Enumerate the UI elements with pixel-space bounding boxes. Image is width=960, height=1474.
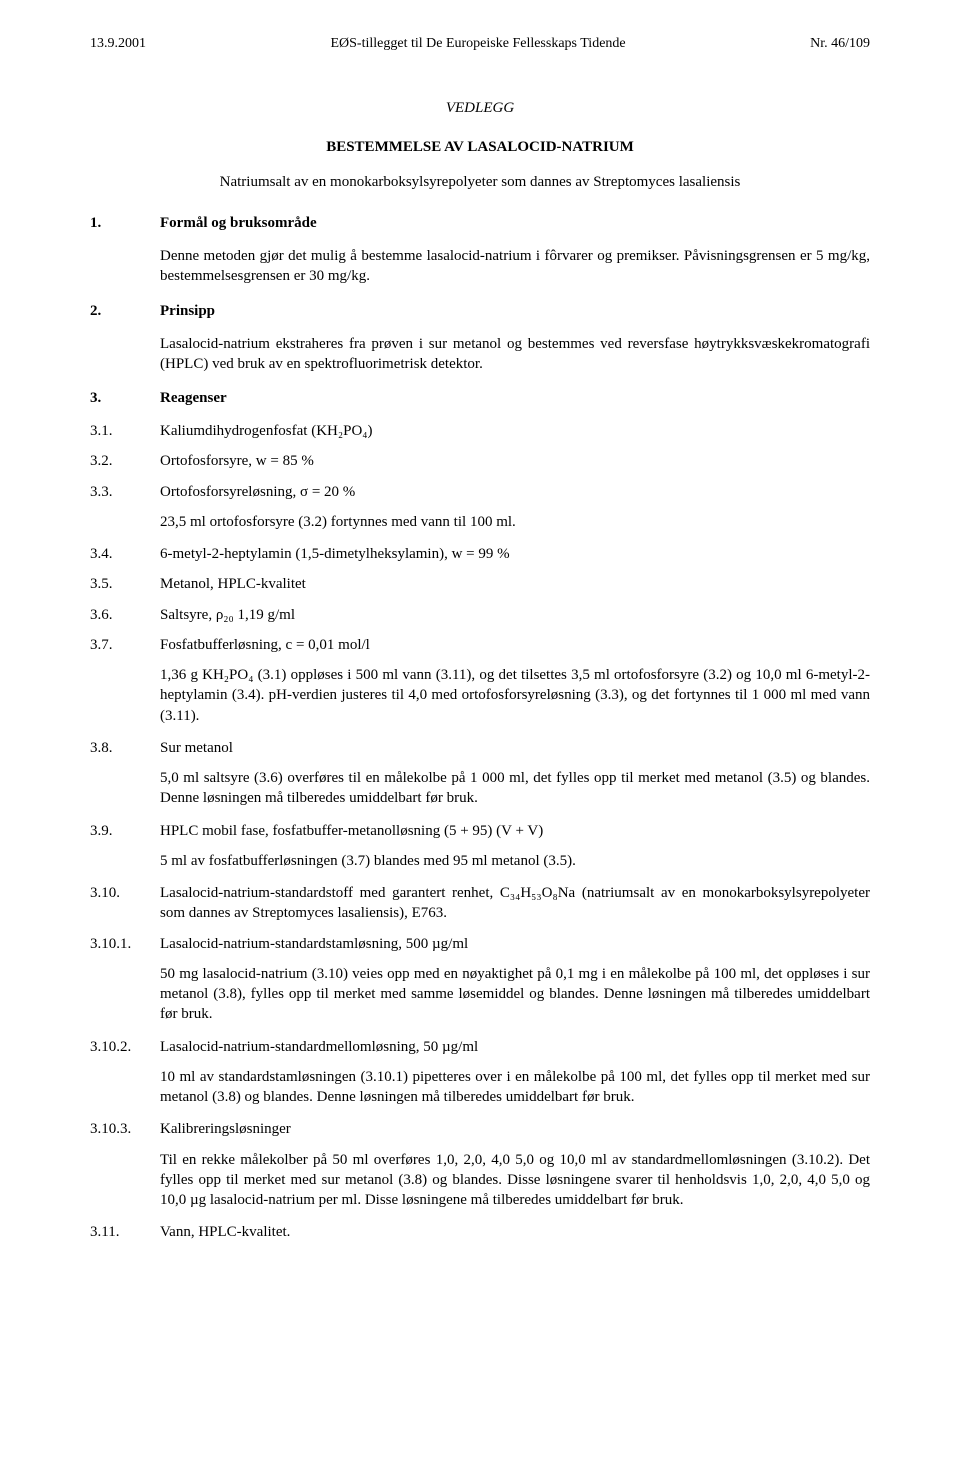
item-text: Kalibreringsløsninger	[160, 1119, 870, 1139]
item-number: 3.7.	[90, 635, 160, 655]
item-number: 3.11.	[90, 1222, 160, 1242]
item-number: 3.10.3.	[90, 1119, 160, 1139]
reagent-item: 3.8. Sur metanol	[90, 738, 870, 758]
section-number: 2.	[90, 303, 160, 320]
item-text: Lasalocid-natrium-standardstoff med gara…	[160, 883, 870, 924]
section-title: Prinsipp	[160, 303, 215, 320]
item-subtext: 1,36 g KH₂PO₄ (3.1) oppløses i 500 ml va…	[160, 665, 870, 726]
reagent-item: 3.10.1. Lasalocid-natrium-standardstamlø…	[90, 934, 870, 954]
reagent-item: 3.5. Metanol, HPLC-kvalitet	[90, 574, 870, 594]
item-text: Vann, HPLC-kvalitet.	[160, 1222, 870, 1242]
item-number: 3.9.	[90, 821, 160, 841]
section-number: 3.	[90, 390, 160, 407]
item-number: 3.1.	[90, 421, 160, 441]
reagent-item: 3.10. Lasalocid-natrium-standardstoff me…	[90, 883, 870, 924]
item-number: 3.10.1.	[90, 934, 160, 954]
document-subtitle: Natriumsalt av en monokarboksylsyrepolye…	[90, 174, 870, 191]
item-text: Fosfatbufferløsning, c = 0,01 mol/l	[160, 635, 870, 655]
item-subtext: 5,0 ml saltsyre (3.6) overføres til en m…	[160, 768, 870, 809]
reagent-item: 3.10.2. Lasalocid-natrium-standardmellom…	[90, 1037, 870, 1057]
item-subtext: 50 mg lasalocid-natrium (3.10) veies opp…	[160, 964, 870, 1025]
annex-label: VEDLEGG	[90, 100, 870, 117]
item-text: Lasalocid-natrium-standardmellomløsning,…	[160, 1037, 870, 1057]
item-number: 3.6.	[90, 605, 160, 625]
item-subtext: 5 ml av fosfatbufferløsningen (3.7) blan…	[160, 851, 870, 871]
reagent-item: 3.11. Vann, HPLC-kvalitet.	[90, 1222, 870, 1242]
item-text: Lasalocid-natrium-standardstamløsning, 5…	[160, 934, 870, 954]
header-pagenum: Nr. 46/109	[810, 36, 870, 52]
item-subtext: 23,5 ml ortofosforsyre (3.2) fortynnes m…	[160, 512, 870, 532]
reagent-item: 3.6. Saltsyre, ρ₂₀ 1,19 g/ml	[90, 605, 870, 625]
section-title: Formål og bruksområde	[160, 215, 317, 232]
item-text: HPLC mobil fase, fosfatbuffer-metanolløs…	[160, 821, 870, 841]
document-title: BESTEMMELSE AV LASALOCID-NATRIUM	[90, 139, 870, 156]
item-number: 3.2.	[90, 451, 160, 471]
reagent-item: 3.2. Ortofosforsyre, w = 85 %	[90, 451, 870, 471]
reagent-item: 3.1. Kaliumdihydrogenfosfat (KH₂PO₄)	[90, 421, 870, 441]
section-2-body: Lasalocid-natrium ekstraheres fra prøven…	[160, 334, 870, 375]
item-number: 3.10.2.	[90, 1037, 160, 1057]
reagent-item: 3.3. Ortofosforsyreløsning, σ = 20 %	[90, 482, 870, 502]
item-text: Ortofosforsyre, w = 85 %	[160, 451, 870, 471]
section-2-heading: 2. Prinsipp	[90, 303, 870, 320]
reagent-item: 3.10.3. Kalibreringsløsninger	[90, 1119, 870, 1139]
item-number: 3.5.	[90, 574, 160, 594]
item-text: Kaliumdihydrogenfosfat (KH₂PO₄)	[160, 421, 870, 441]
item-text: 6-metyl-2-heptylamin (1,5-dimetylheksyla…	[160, 544, 870, 564]
item-text: Metanol, HPLC-kvalitet	[160, 574, 870, 594]
section-number: 1.	[90, 215, 160, 232]
section-1-body: Denne metoden gjør det mulig å bestemme …	[160, 246, 870, 287]
section-3-heading: 3. Reagenser	[90, 390, 870, 407]
page-header: 13.9.2001 EØS-tillegget til De Europeisk…	[90, 36, 870, 52]
reagent-item: 3.4. 6-metyl-2-heptylamin (1,5-dimetylhe…	[90, 544, 870, 564]
item-subtext: 10 ml av standardstamløsningen (3.10.1) …	[160, 1067, 870, 1108]
reagent-item: 3.9. HPLC mobil fase, fosfatbuffer-metan…	[90, 821, 870, 841]
item-number: 3.8.	[90, 738, 160, 758]
reagent-item: 3.7. Fosfatbufferløsning, c = 0,01 mol/l	[90, 635, 870, 655]
item-number: 3.3.	[90, 482, 160, 502]
section-1-heading: 1. Formål og bruksområde	[90, 215, 870, 232]
item-number: 3.10.	[90, 883, 160, 924]
page: 13.9.2001 EØS-tillegget til De Europeisk…	[0, 0, 960, 1474]
header-date: 13.9.2001	[90, 36, 146, 52]
item-text: Saltsyre, ρ₂₀ 1,19 g/ml	[160, 605, 870, 625]
section-title: Reagenser	[160, 390, 227, 407]
item-text: Ortofosforsyreløsning, σ = 20 %	[160, 482, 870, 502]
item-number: 3.4.	[90, 544, 160, 564]
item-text: Sur metanol	[160, 738, 870, 758]
header-title: EØS-tillegget til De Europeiske Fellessk…	[330, 36, 625, 52]
item-subtext: Til en rekke målekolber på 50 ml overfør…	[160, 1150, 870, 1211]
